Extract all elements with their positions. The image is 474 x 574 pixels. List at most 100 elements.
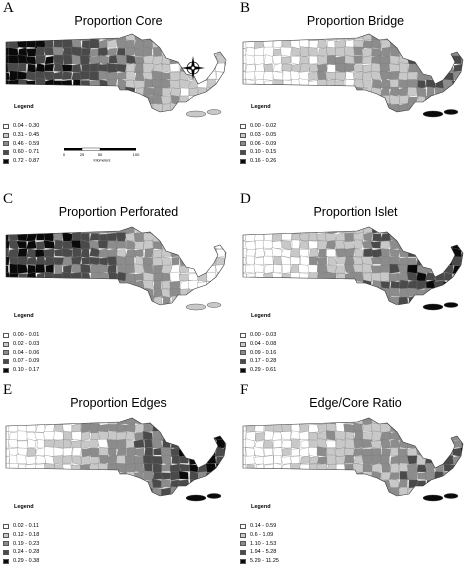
town-polygon: [61, 418, 72, 424]
choropleth-map: [242, 33, 464, 121]
legend-swatch: [3, 332, 9, 338]
town-polygon: [133, 47, 144, 57]
town-polygon: [35, 296, 46, 305]
town-polygon: [161, 463, 172, 472]
town-polygon: [215, 423, 226, 433]
town-polygon: [398, 462, 409, 473]
town-polygon: [255, 463, 264, 472]
town-polygon: [243, 471, 248, 481]
town-polygon: [460, 418, 463, 425]
town-polygon: [282, 103, 293, 112]
town-polygon: [117, 472, 127, 481]
town-polygon: [254, 279, 265, 289]
town-polygon: [61, 240, 73, 250]
town-polygon: [327, 55, 336, 65]
town-polygon: [62, 231, 73, 242]
town-polygon: [308, 227, 319, 233]
town-polygon: [317, 38, 327, 49]
town-polygon: [300, 472, 310, 480]
town-polygon: [196, 239, 208, 250]
town-polygon: [215, 94, 226, 105]
town-polygon: [90, 438, 100, 448]
town-polygon: [152, 227, 162, 234]
town-polygon: [88, 102, 100, 112]
town-polygon: [53, 54, 64, 66]
town-polygon: [35, 95, 46, 105]
town-polygon: [206, 255, 217, 266]
town-polygon: [299, 272, 309, 281]
town-polygon: [291, 303, 301, 305]
town-polygon: [243, 94, 247, 106]
town-polygon: [179, 280, 190, 291]
town-polygon: [326, 495, 337, 496]
town-polygon: [326, 227, 338, 234]
town-polygon: [272, 104, 283, 112]
town-polygon: [8, 87, 20, 97]
town-polygon: [272, 95, 284, 105]
town-polygon: [99, 455, 108, 465]
town-polygon: [224, 296, 226, 305]
town-polygon: [271, 34, 284, 41]
town-polygon: [326, 281, 336, 289]
town-polygon: [144, 287, 154, 298]
town-polygon: [443, 40, 454, 49]
town-polygon: [179, 227, 190, 234]
town-polygon: [389, 487, 400, 496]
town-polygon: [44, 102, 55, 112]
town-polygon: [153, 265, 163, 275]
town-polygon: [153, 303, 163, 305]
town-polygon: [245, 471, 256, 482]
town-polygon: [243, 54, 248, 64]
town-polygon: [262, 487, 274, 496]
town-polygon: [273, 255, 283, 266]
town-polygon: [224, 95, 226, 105]
town-polygon: [307, 447, 319, 458]
town-polygon: [389, 240, 400, 250]
town-polygon: [243, 279, 247, 290]
town-polygon: [399, 227, 409, 233]
town-polygon: [335, 455, 346, 465]
town-polygon: [362, 80, 372, 89]
town-polygon: [8, 279, 19, 290]
town-polygon: [53, 430, 64, 441]
town-polygon: [198, 478, 208, 489]
town-polygon: [35, 455, 46, 464]
town-polygon: [7, 288, 19, 298]
town-polygon: [52, 71, 64, 80]
town-polygon: [71, 494, 82, 496]
town-polygon: [206, 78, 217, 89]
scale-tick: 50: [98, 152, 103, 157]
town-polygon: [214, 479, 226, 489]
town-polygon: [317, 113, 328, 121]
town-polygon: [45, 87, 54, 97]
town-polygon: [245, 480, 256, 488]
town-polygon: [36, 34, 46, 40]
town-polygon: [161, 472, 173, 480]
town-polygon: [107, 263, 117, 274]
town-polygon: [354, 248, 364, 258]
town-polygon: [280, 281, 292, 290]
town-polygons: [6, 227, 226, 305]
town-polygon: [16, 232, 28, 242]
town-polygon: [116, 423, 127, 433]
town-polygon: [196, 255, 208, 266]
map-title: Proportion Bridge: [306, 14, 405, 28]
town-polygon: [290, 40, 301, 49]
town-polygon: [426, 39, 435, 49]
town-polygon: [223, 111, 226, 112]
town-polygon: [97, 96, 109, 106]
town-polygon: [6, 94, 9, 104]
legend-label: 0.72 - 0.87: [13, 158, 40, 165]
town-polygon: [178, 463, 190, 472]
town-polygon: [152, 233, 163, 242]
town-polygon: [370, 103, 382, 112]
town-polygon: [97, 240, 109, 249]
town-polygon: [254, 227, 265, 233]
legend-item: 0.00 - 0.03: [240, 331, 276, 340]
town-polygon: [291, 46, 301, 57]
town-polygon: [126, 240, 135, 250]
town-polygon: [380, 439, 391, 449]
town-polygon: [336, 470, 345, 480]
town-polygon: [406, 304, 417, 305]
town-polygon: [316, 63, 328, 73]
